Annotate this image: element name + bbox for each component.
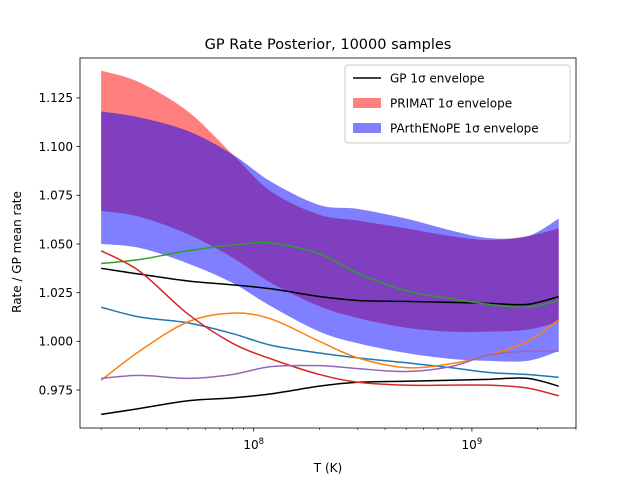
legend-label: PArthENoPE 1σ envelope	[390, 121, 539, 135]
band-parthenope	[101, 111, 559, 362]
x-tick-label: 108	[243, 437, 264, 452]
series-line-3	[100, 306, 559, 379]
legend: GP 1σ envelope PRIMAT 1σ envelope PArthENo…	[344, 64, 571, 144]
x-tick-label: 109	[462, 437, 483, 452]
series-line-7	[101, 350, 559, 380]
legend-box	[344, 64, 571, 144]
axes: 0.975 1.000 1.025 1.050 1.075 1.100 1.125 108 10…	[39, 57, 577, 452]
legend-swatch	[353, 123, 381, 133]
series-line-2	[101, 377, 559, 416]
chart-title: GP Rate Posterior, 10000 samples	[205, 37, 452, 53]
x-axis-label: T (K)	[313, 461, 342, 475]
y-axis-label: Rate / GP mean rate	[10, 191, 24, 313]
y-tick-label: 1.125	[39, 91, 73, 105]
y-tick-label: 0.975	[39, 383, 73, 397]
legend-swatch	[353, 98, 381, 108]
y-tick-label: 1.100	[39, 140, 73, 154]
legend-label: GP 1σ envelope	[390, 71, 485, 85]
series-line-5	[101, 241, 559, 309]
y-tick-label: 1.000	[39, 335, 73, 349]
series-line-1	[101, 267, 559, 306]
axes-frame	[79, 57, 577, 429]
y-tick-label: 1.050	[39, 237, 73, 251]
legend-label: PRIMAT 1σ envelope	[390, 96, 512, 110]
plot-area	[100, 70, 560, 416]
y-tick-label: 1.025	[39, 286, 73, 300]
y-tick-label: 1.075	[39, 189, 73, 203]
series-line-6	[100, 250, 559, 397]
